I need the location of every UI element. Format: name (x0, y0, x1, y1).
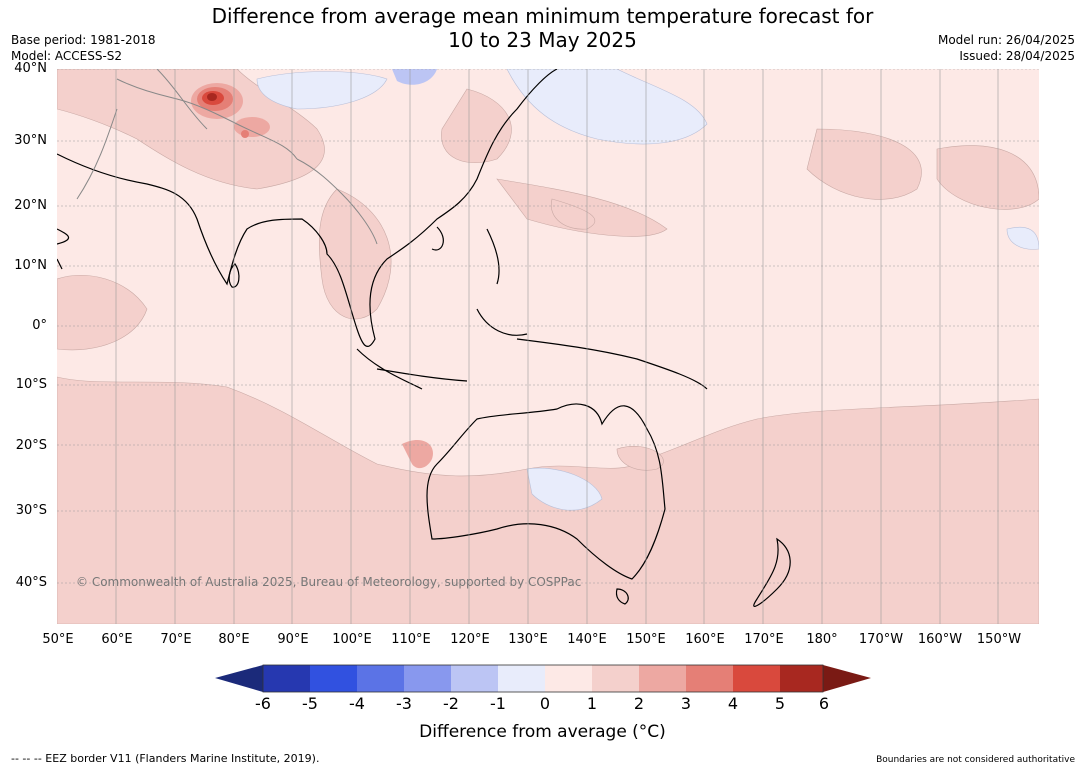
colorbar-tick: 4 (727, 694, 739, 713)
colorbar-swatch (733, 665, 780, 692)
colorbar-tick: 3 (680, 694, 692, 713)
lon-label-80e: 80°E (218, 632, 250, 647)
colorbar-swatch (263, 665, 310, 692)
map-panel (57, 69, 1039, 624)
colorbar-swatch (451, 665, 498, 692)
title-line-1: Difference from average mean minimum tem… (211, 4, 874, 28)
meta-left: Base period: 1981-2018 Model: ACCESS-S2 (11, 32, 156, 64)
lon-label-170w: 170°W (858, 632, 904, 647)
colorbar-swatch (592, 665, 639, 692)
political-borders (76, 69, 378, 245)
meta-right: Model run: 26/04/2025 Issued: 28/04/2025 (938, 32, 1075, 64)
colorbar-tick: -4 (349, 694, 365, 713)
anomaly-neg1-0 (256, 69, 1039, 511)
colorbar-arrow-left (215, 665, 263, 692)
map-canvas (57, 69, 1039, 624)
lat-label-10s: 10°S (15, 377, 47, 392)
colorbar-swatch (780, 665, 823, 692)
base-period: Base period: 1981-2018 (11, 33, 156, 47)
lat-label-40n: 40°N (14, 61, 47, 76)
colorbar-tick: -6 (255, 694, 271, 713)
colorbar-tick: 6 (818, 694, 830, 713)
lon-label-160w: 160°W (917, 632, 963, 647)
lon-label-170e: 170°E (744, 632, 784, 647)
anomaly-neg2-1 (392, 69, 437, 85)
boundaries-note: Boundaries are not considered authoritat… (876, 755, 1075, 765)
colorbar-tick: -2 (443, 694, 459, 713)
lon-label-130e: 130°E (508, 632, 548, 647)
colorbar-swatch (545, 665, 592, 692)
lon-label-150w: 150°W (976, 632, 1022, 647)
colorbar-arrow-right (823, 665, 871, 692)
colorbar-swatch (310, 665, 357, 692)
colorbar-swatch (686, 665, 733, 692)
lon-label-70e: 70°E (160, 632, 192, 647)
issued-date: Issued: 28/04/2025 (959, 49, 1075, 63)
lon-label-90e: 90°E (277, 632, 309, 647)
lat-label-30s: 30°S (15, 503, 47, 518)
colorbar-tick: 5 (774, 694, 786, 713)
colorbar-title: Difference from average (°C) (419, 722, 666, 742)
colorbar-swatch (404, 665, 451, 692)
lat-label-20s: 20°S (15, 438, 47, 453)
colorbar-swatch (498, 665, 545, 692)
continent-outline-icon (57, 69, 791, 607)
colorbar (215, 664, 871, 693)
lon-label-110e: 110°E (391, 632, 431, 647)
copyright-notice: © Commonwealth of Australia 2025, Bureau… (76, 575, 582, 589)
model-run: Model run: 26/04/2025 (937, 33, 1075, 47)
lon-label-150e: 150°E (626, 632, 666, 647)
lat-label-10n: 10°N (14, 258, 47, 273)
colorbar-swatch (357, 665, 404, 692)
lat-label-40s: 40°S (15, 575, 47, 590)
eez-note: -- -- -- EEZ border V11 (Flanders Marine… (11, 752, 320, 765)
map-title: Difference from average mean minimum tem… (0, 4, 1085, 52)
lon-label-100e: 100°E (332, 632, 372, 647)
graticule (57, 69, 1039, 624)
lon-label-120e: 120°E (450, 632, 490, 647)
model-name: Model: ACCESS-S2 (11, 49, 123, 63)
colorbar-tick: 1 (586, 694, 598, 713)
colorbar-tick: -5 (302, 694, 318, 713)
lon-label-160e: 160°E (685, 632, 725, 647)
title-line-2: 10 to 23 May 2025 (448, 28, 637, 52)
colorbar-tick: 2 (633, 694, 645, 713)
lon-label-60e: 60°E (101, 632, 133, 647)
lon-label-180: 180° (806, 632, 838, 647)
colorbar-tick: -1 (490, 694, 506, 713)
lat-label-30n: 30°N (14, 133, 47, 148)
lat-label-20n: 20°N (14, 198, 47, 213)
lon-label-50e: 50°E (42, 632, 74, 647)
colorbar-swatch (639, 665, 686, 692)
anomaly-1-2 (57, 69, 1039, 624)
colorbar-tick: -3 (396, 694, 412, 713)
colorbar-tick: 0 (539, 694, 551, 713)
lon-label-140e: 140°E (567, 632, 607, 647)
lat-label-0: 0° (32, 318, 47, 333)
